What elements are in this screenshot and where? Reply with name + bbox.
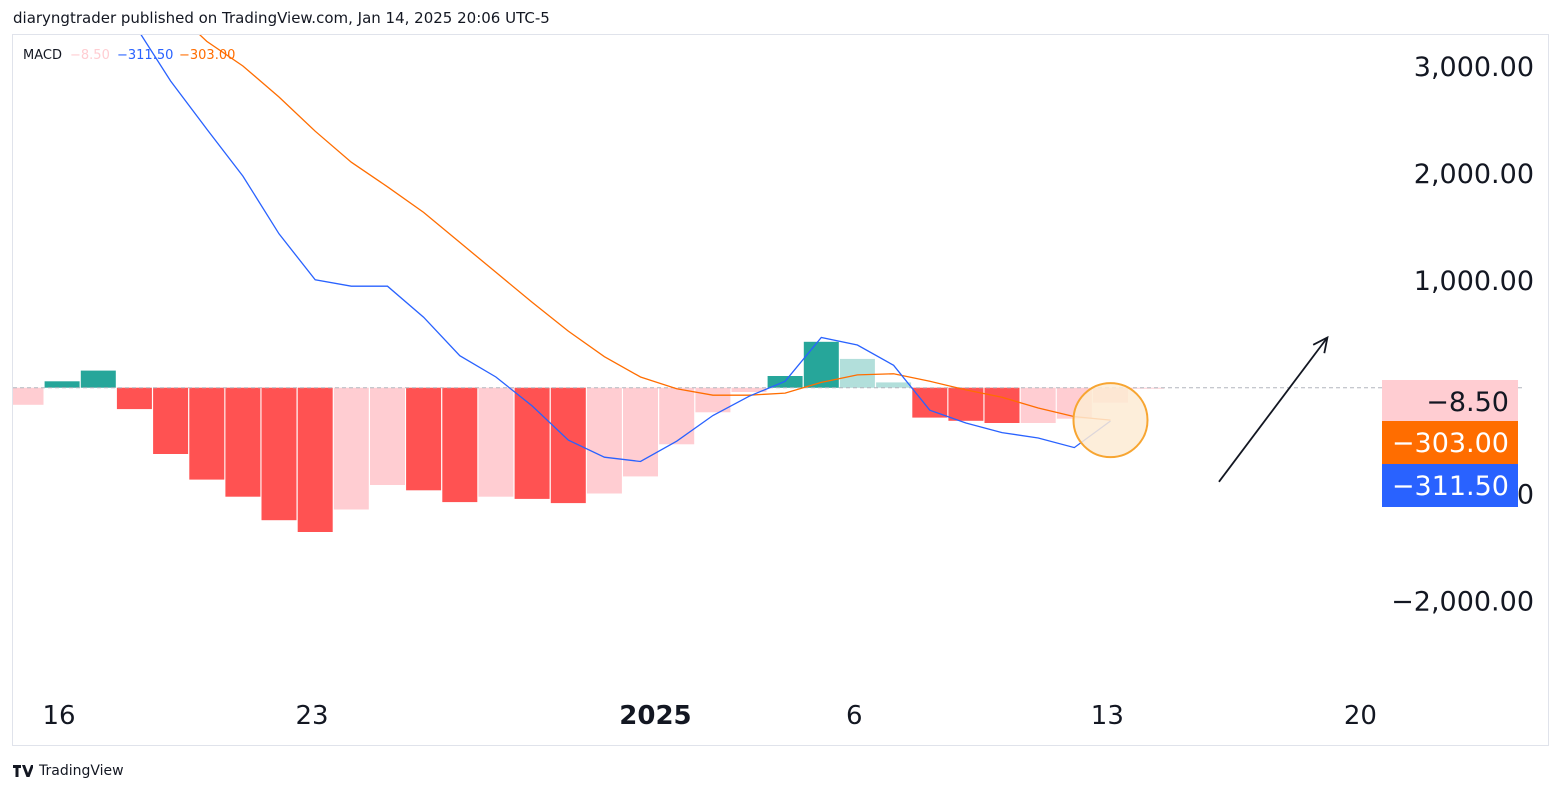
histogram-bar: [370, 387, 405, 485]
histogram-bar: [876, 382, 912, 388]
macd-legend: MACD −8.50 −311.50 −303.00: [23, 48, 235, 63]
value-badge: −303.00: [1382, 421, 1518, 464]
legend-hist-value: −8.50: [70, 48, 110, 63]
y-tick-label: 2,000.00: [1414, 159, 1534, 190]
macd-line: [140, 35, 1111, 463]
histogram-bar: [13, 387, 44, 405]
histogram-bar: [189, 387, 225, 480]
x-tick-label: 23: [296, 701, 329, 731]
publisher-header: diaryngtrader published on TradingView.c…: [13, 9, 550, 27]
x-tick-label: 20: [1344, 701, 1377, 731]
histogram-bar: [623, 387, 658, 477]
histogram-bar: [478, 387, 514, 497]
value-badge-label: −303.00: [1392, 428, 1509, 459]
y-axis: 3,000.002,000.001,000.00−1,000.00−2,000.…: [1391, 52, 1534, 617]
y-tick-label: 1,000.00: [1414, 266, 1534, 297]
histogram-bar: [225, 387, 261, 497]
tradingview-logo-icon: [13, 765, 34, 777]
y-tick-label: −2,000.00: [1391, 586, 1534, 617]
histogram-bar: [803, 341, 839, 388]
value-badge: −8.50: [1382, 380, 1518, 423]
histogram-bar: [153, 387, 189, 454]
x-tick-label: 6: [846, 701, 863, 731]
histogram-bar: [44, 381, 80, 388]
histogram-bar: [116, 387, 152, 410]
histogram-bar: [1020, 387, 1056, 423]
histogram-bar: [1129, 387, 1165, 389]
macd-chart: 3,000.002,000.001,000.00−1,000.00−2,000.…: [13, 35, 1534, 731]
value-badge-label: −8.50: [1426, 387, 1509, 418]
histogram-bar: [984, 387, 1020, 423]
y-tick-label: 3,000.00: [1414, 52, 1534, 83]
value-badges: −8.50 −303.00 −311.50: [1382, 380, 1518, 507]
histogram-bar: [731, 387, 767, 392]
histogram-bar: [839, 358, 875, 388]
histogram-bar: [695, 387, 731, 413]
value-badge: −311.50: [1382, 464, 1518, 507]
histogram-bar: [912, 387, 948, 418]
histogram-bar: [948, 387, 984, 421]
histogram-bar: [514, 387, 550, 499]
x-tick-label: 2025: [619, 701, 691, 731]
legend-label: MACD: [23, 48, 62, 63]
histogram-layer: [13, 341, 1165, 532]
tradingview-footer: TradingView: [13, 761, 124, 781]
x-tick-label: 16: [42, 701, 75, 731]
value-badge-label: −311.50: [1392, 471, 1509, 502]
histogram-bar: [261, 387, 297, 521]
x-tick-label: 13: [1091, 701, 1124, 731]
signal-line: [199, 35, 1111, 421]
x-axis: 16 23 2025 6 13 20: [42, 701, 1376, 731]
histogram-bar: [333, 387, 369, 510]
histogram-bar: [406, 387, 442, 491]
legend-macd-value: −311.50: [117, 48, 173, 63]
histogram-bar: [297, 387, 333, 532]
highlight-circle: [1072, 382, 1149, 459]
histogram-bar: [659, 387, 695, 445]
arrow-shaft: [1218, 336, 1329, 483]
arrow-head: [1312, 335, 1329, 354]
histogram-bar: [80, 370, 116, 388]
histogram-bar: [442, 387, 478, 503]
trend-arrow: [1218, 335, 1329, 483]
tradingview-brand: TradingView: [39, 763, 124, 779]
histogram-bar: [586, 387, 622, 494]
chart-frame: 3,000.002,000.001,000.00−1,000.00−2,000.…: [12, 34, 1549, 746]
legend-signal-value: −303.00: [179, 48, 235, 63]
